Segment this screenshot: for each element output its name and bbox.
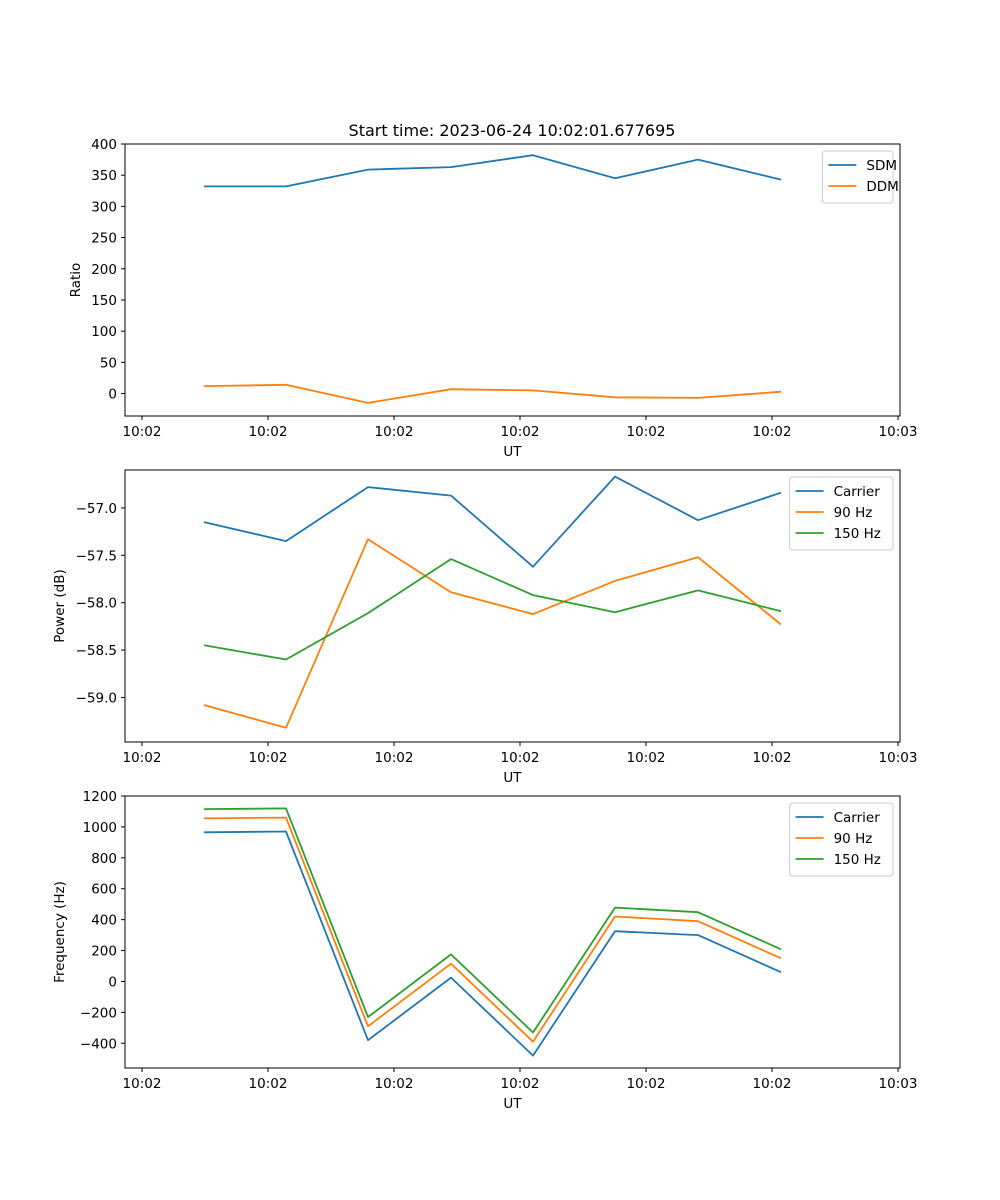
x-tick-label: 10:02 xyxy=(627,424,666,440)
y-tick-label: 1200 xyxy=(83,789,117,805)
x-tick-label: 10:02 xyxy=(375,424,414,440)
y-tick-label: 250 xyxy=(91,231,117,247)
series-line-sdm xyxy=(204,154,782,188)
series-line-carrier xyxy=(203,830,782,1057)
x-tick-label: 10:02 xyxy=(249,1076,288,1092)
series-line-ddm xyxy=(203,383,782,404)
y-tick-label: 0 xyxy=(108,974,117,990)
x-tick-label: 10:02 xyxy=(753,1076,792,1092)
x-tick-label: 10:02 xyxy=(501,424,540,440)
panel-1: 10:02 10:02 10:02 10:02 10:02 10:02 10:03 0 50 10… xyxy=(68,137,917,460)
plot-area-frame xyxy=(124,795,901,1069)
legend-label: Carrier xyxy=(834,810,881,826)
y-tick-label: −58.5 xyxy=(76,643,117,659)
y-tick-label: 800 xyxy=(91,851,117,867)
series-line-150-hz xyxy=(203,807,782,1034)
series-line-90-hz xyxy=(203,538,782,729)
x-tick-label: 10:02 xyxy=(627,1076,666,1092)
legend: Carrier 90 Hz 150 Hz xyxy=(789,476,894,551)
legend-box xyxy=(789,802,894,877)
y-tick-label: 0 xyxy=(108,387,117,403)
y-tick-label: 50 xyxy=(100,355,117,371)
legend: SDM DDM xyxy=(821,150,899,204)
panel-2: 10:02 10:02 10:02 10:02 10:02 10:02 10:03 −59.0… xyxy=(52,469,918,786)
y-tick-label: 100 xyxy=(91,324,117,340)
x-tick-label: 10:02 xyxy=(249,750,288,766)
x-tick-label: 10:02 xyxy=(753,750,792,766)
legend-box xyxy=(789,476,894,551)
y-tick-label: 200 xyxy=(91,944,117,960)
y-tick-label: −400 xyxy=(80,1036,117,1052)
x-tick-label: 10:02 xyxy=(375,750,414,766)
x-tick-label: 10:03 xyxy=(879,750,918,766)
x-tick-label: 10:02 xyxy=(249,424,288,440)
y-tick-label: 350 xyxy=(91,168,117,184)
series-line-carrier xyxy=(203,475,782,568)
x-tick-label: 10:02 xyxy=(123,424,162,440)
legend: Carrier 90 Hz 150 Hz xyxy=(789,802,894,877)
series-line-150-hz xyxy=(203,558,782,661)
panel-3: 10:02 10:02 10:02 10:02 10:02 10:02 10:03 −400 −… xyxy=(52,789,917,1112)
x-tick-label: 10:03 xyxy=(879,1076,918,1092)
x-tick-label: 10:03 xyxy=(879,424,918,440)
x-tick-label: 10:02 xyxy=(501,1076,540,1092)
plot-area-frame xyxy=(124,469,901,743)
x-tick-label: 10:02 xyxy=(123,750,162,766)
y-axis-label: Ratio xyxy=(68,263,84,298)
y-tick-label: 1000 xyxy=(83,820,117,836)
legend-label: SDM xyxy=(866,158,897,174)
legend-box xyxy=(821,150,894,204)
y-tick-label: −57.0 xyxy=(76,501,117,517)
x-tick-label: 10:02 xyxy=(123,1076,162,1092)
y-tick-label: 150 xyxy=(91,293,117,309)
y-axis-label: Power (dB) xyxy=(52,569,68,642)
x-tick-label: 10:02 xyxy=(501,750,540,766)
legend-label: DDM xyxy=(866,179,898,195)
x-tick-label: 10:02 xyxy=(627,750,666,766)
y-tick-label: −58.0 xyxy=(76,596,117,612)
series-line-90-hz xyxy=(203,816,782,1043)
legend-label: Carrier xyxy=(834,484,881,500)
y-tick-label: 300 xyxy=(91,199,117,215)
y-tick-label: −57.5 xyxy=(76,548,117,564)
y-axis-label: Frequency (Hz) xyxy=(52,881,68,983)
panels: 10:02 10:02 10:02 10:02 10:02 10:02 10:03 0 50 10… xyxy=(52,137,917,1112)
x-axis-label: UT xyxy=(503,444,522,460)
legend-label: 150 Hz xyxy=(834,852,881,868)
x-tick-label: 10:02 xyxy=(753,424,792,440)
legend-label: 90 Hz xyxy=(834,505,873,521)
y-tick-label: 400 xyxy=(91,137,117,153)
legend-label: 90 Hz xyxy=(834,831,873,847)
y-tick-label: −59.0 xyxy=(76,690,117,706)
plot-area-frame xyxy=(124,143,901,417)
y-tick-label: 400 xyxy=(91,913,117,929)
y-tick-label: 200 xyxy=(91,262,117,278)
x-tick-label: 10:02 xyxy=(375,1076,414,1092)
legend-label: 150 Hz xyxy=(834,526,881,542)
chart-title: Start time: 2023-06-24 10:02:01.677695 xyxy=(349,121,676,140)
y-tick-label: 600 xyxy=(91,882,117,898)
y-tick-label: −200 xyxy=(80,1005,117,1021)
x-axis-label: UT xyxy=(503,1096,522,1112)
x-axis-label: UT xyxy=(503,770,522,786)
